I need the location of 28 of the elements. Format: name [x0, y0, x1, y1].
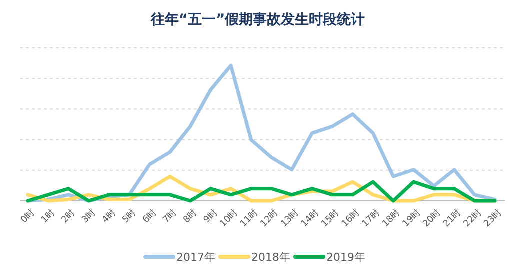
x-tick-label: 11时	[238, 207, 260, 230]
x-tick-label: 18时	[380, 207, 403, 230]
legend-label: 2017年	[176, 251, 216, 264]
x-tick-label: 4时	[100, 207, 118, 226]
x-tick-label: 12时	[258, 207, 281, 230]
x-tick-label: 6时	[140, 207, 159, 226]
x-tick-label: 17时	[360, 207, 382, 230]
chart-title: 往年“五一”假期事故发生时段统计	[150, 11, 366, 28]
x-tick-label: 16时	[340, 207, 362, 230]
legend-label: 2018年	[252, 251, 290, 264]
x-tick-label: 3时	[80, 207, 98, 226]
x-tick-label: 0时	[18, 207, 38, 226]
x-tick-label: 15时	[319, 207, 342, 230]
x-tick-label: 13时	[278, 207, 302, 230]
x-tick-label: 9时	[202, 207, 220, 226]
legend-label: 2019年	[326, 251, 366, 264]
x-tick-label: 21时	[441, 207, 464, 230]
x-tick-label: 7时	[161, 207, 180, 226]
x-tick-label: 19时	[400, 207, 423, 230]
x-tick-label: 20时	[420, 207, 444, 230]
x-tick-label: 23时	[482, 207, 504, 230]
x-tick-label: 10时	[218, 207, 240, 230]
x-tick-label: 2时	[59, 207, 78, 226]
x-tick-label: 5时	[120, 207, 139, 226]
x-tick-label: 14时	[299, 207, 322, 230]
x-tick-label: 1时	[39, 207, 58, 226]
x-tick-label: 8时	[181, 207, 200, 226]
x-tick-label: 22时	[462, 207, 484, 230]
